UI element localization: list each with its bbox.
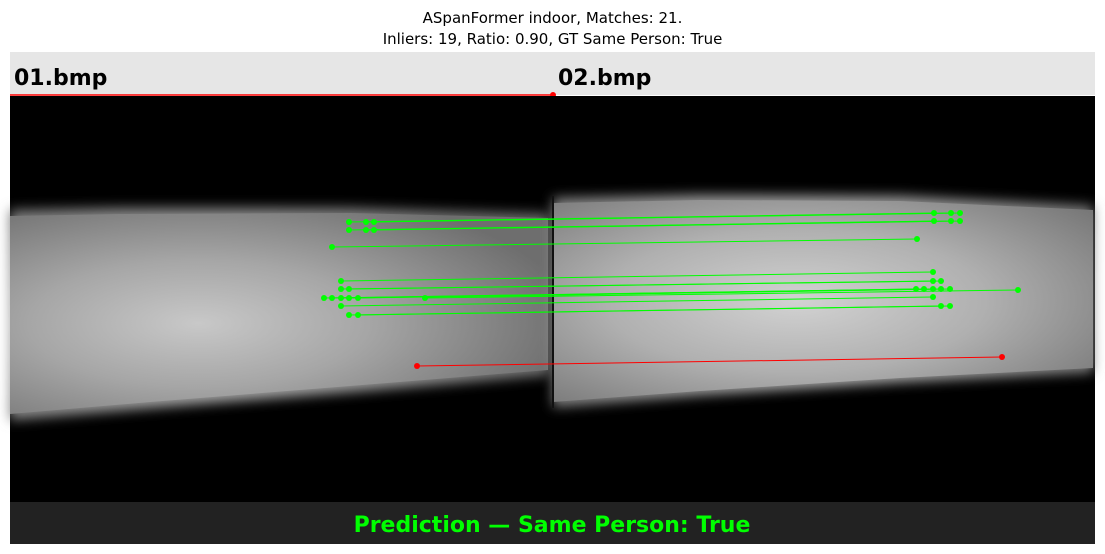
left-keypoint	[321, 295, 327, 301]
left-keypoint	[422, 295, 428, 301]
inlier-match-line	[373, 212, 961, 223]
left-keypoint	[363, 219, 369, 225]
left-keypoint	[371, 227, 377, 233]
left-keypoint	[355, 312, 361, 318]
left-keypoint	[338, 278, 344, 284]
inlier-match-line	[357, 305, 951, 316]
prediction-label: Prediction — Same Person: True	[354, 513, 751, 538]
inlier-match-line	[373, 220, 961, 231]
left-keypoint	[346, 295, 352, 301]
left-keypoint	[329, 244, 335, 250]
prediction-footer-bar	[10, 502, 1095, 544]
left-keypoint	[363, 227, 369, 233]
left-keypoint	[346, 312, 352, 318]
right-keypoint	[957, 218, 963, 224]
right-keypoint	[930, 294, 936, 300]
inlier-match-line	[340, 271, 934, 282]
figure-title-line-1: ASpanFormer indoor, Matches: 21.	[422, 9, 683, 27]
inlier-match-line	[357, 288, 951, 299]
right-image-filename: 02.bmp	[558, 66, 651, 91]
right-finger-image	[552, 195, 1093, 408]
right-keypoint	[914, 236, 920, 242]
right-keypoint	[1015, 287, 1021, 293]
left-keypoint	[329, 295, 335, 301]
inlier-match-line	[331, 238, 918, 248]
left-keypoint	[346, 219, 352, 225]
left-keypoint	[338, 303, 344, 309]
right-keypoint	[930, 269, 936, 275]
left-keypoint	[346, 286, 352, 292]
left-keypoint	[338, 295, 344, 301]
right-keypoint	[938, 278, 944, 284]
inlier-match-line	[340, 296, 934, 307]
left-keypoint	[346, 227, 352, 233]
image-header-bar	[10, 52, 1095, 95]
right-keypoint	[999, 354, 1005, 360]
left-keypoint	[355, 295, 361, 301]
right-keypoint	[957, 210, 963, 216]
left-keypoint	[371, 219, 377, 225]
outlier-match-line	[416, 356, 1003, 367]
match-lines	[321, 210, 1021, 369]
right-keypoint	[947, 303, 953, 309]
left-image-filename: 01.bmp	[14, 66, 107, 91]
inlier-match-line	[424, 289, 1019, 299]
inlier-match-line	[348, 280, 942, 290]
left-keypoint	[414, 363, 420, 369]
left-keypoint	[338, 286, 344, 292]
left-finger-image	[10, 208, 549, 420]
figure-title-line-2: Inliers: 19, Ratio: 0.90, GT Same Person…	[382, 30, 723, 48]
